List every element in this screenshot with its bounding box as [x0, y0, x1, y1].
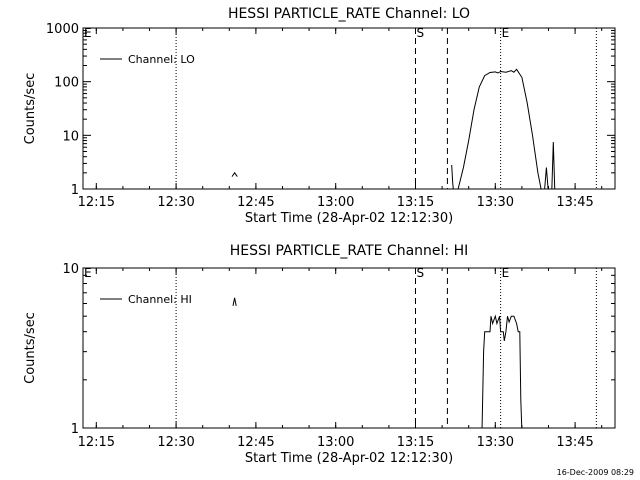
- x-tick-label: 12:30: [157, 435, 194, 450]
- y-tick-label: 1: [71, 183, 79, 198]
- y-tick-label: 1000: [46, 22, 79, 37]
- x-tick-label: 13:00: [317, 195, 354, 210]
- x-tick-label: 13:30: [477, 435, 514, 450]
- x-tick-label: 13:15: [397, 195, 434, 210]
- marker-label: E: [84, 266, 92, 280]
- series-line: [551, 141, 556, 189]
- marker-label: E: [502, 266, 510, 280]
- footer-timestamp: 16-Dec-2009 08:29: [556, 468, 634, 477]
- y-tick-label: 100: [54, 76, 79, 91]
- marker-label: E: [84, 26, 92, 40]
- x-axis-label: Start Time (28-Apr-02 12:12:30): [245, 451, 453, 466]
- marker-label: S: [417, 266, 425, 280]
- x-tick-label: 13:15: [397, 435, 434, 450]
- marker-label: E: [502, 26, 510, 40]
- series-line: [544, 167, 549, 189]
- legend-label: Channel: LO: [128, 53, 195, 66]
- x-tick-label: 12:45: [237, 435, 274, 450]
- y-tick-label: 1: [71, 422, 79, 437]
- chart-panel-2: HESSI PARTICLE_RATE Channel: HI 12:15 12:3…: [23, 243, 616, 466]
- x-tick-label: 12:15: [78, 435, 115, 450]
- x-tick-label: 13:45: [556, 195, 593, 210]
- y-tick-label: 10: [62, 262, 79, 277]
- plot-frame: [82, 267, 616, 429]
- x-tick-label: 12:15: [78, 195, 115, 210]
- y-axis-label: Counts/sec: [23, 73, 38, 145]
- chart-title: HESSI PARTICLE_RATE Channel: HI: [230, 243, 468, 259]
- x-axis-label: Start Time (28-Apr-02 12:12:30): [245, 211, 453, 226]
- x-tick-label: 13:00: [317, 435, 354, 450]
- x-tick-label: 12:30: [157, 195, 194, 210]
- x-tick-label: 13:30: [477, 195, 514, 210]
- y-tick-label: 10: [62, 129, 79, 144]
- chart-title: HESSI PARTICLE_RATE Channel: LO: [228, 6, 470, 22]
- series-line: [232, 297, 237, 306]
- plot-frame: [82, 27, 616, 190]
- chart-panel-1: HESSI PARTICLE_RATE Channel: LO 12:15 12:3…: [23, 6, 616, 226]
- x-tick-label: 12:45: [237, 195, 274, 210]
- x-tick-label: 13:45: [556, 435, 593, 450]
- marker-label: S: [417, 26, 425, 40]
- y-axis-label: Counts/sec: [23, 312, 38, 384]
- series-line: [481, 314, 523, 428]
- series-line: [451, 164, 454, 189]
- series-line: [231, 171, 238, 177]
- series-line: [457, 68, 542, 189]
- legend-label: Channel: HI: [128, 293, 192, 306]
